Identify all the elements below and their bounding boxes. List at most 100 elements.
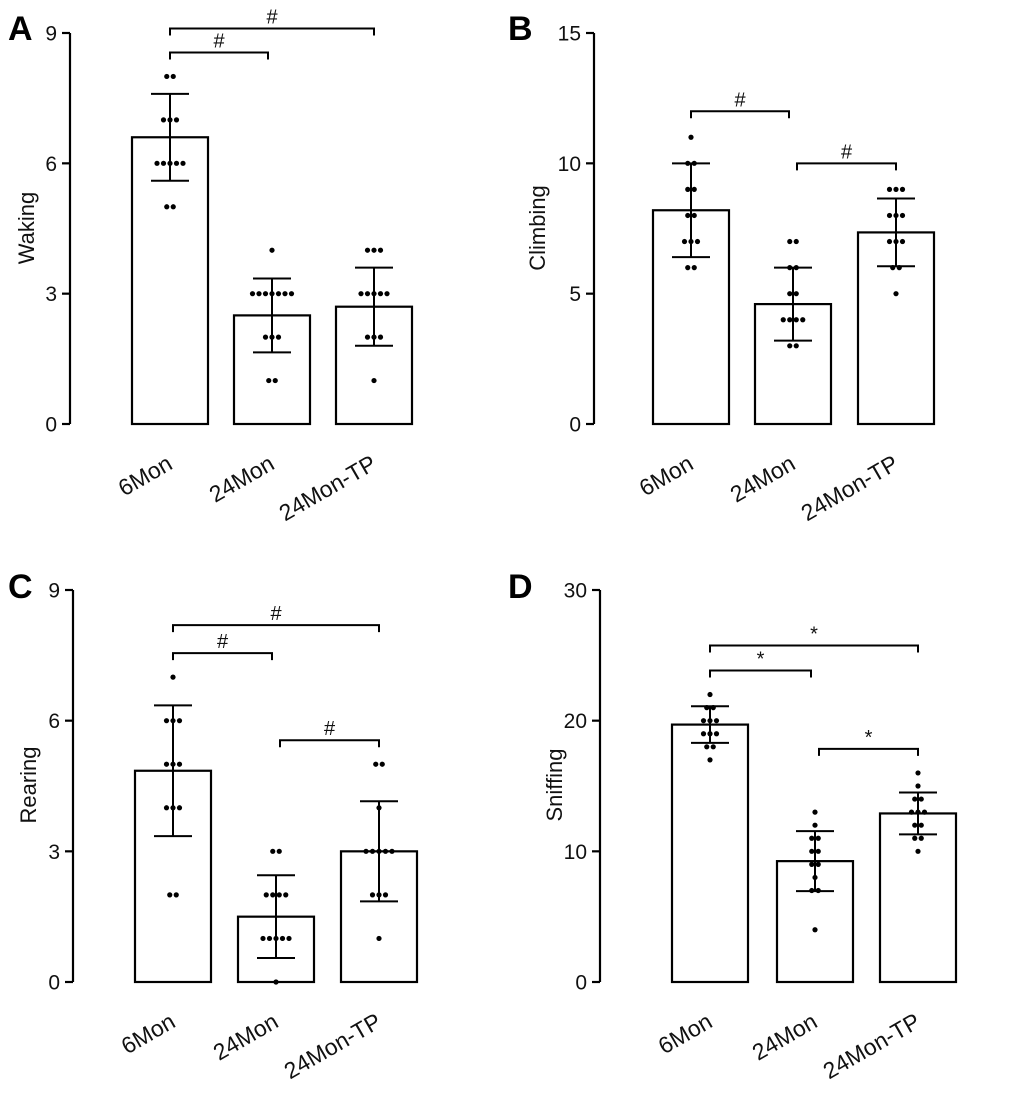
data-point: [389, 848, 395, 854]
x-tick-label: 6Mon: [654, 1008, 717, 1059]
y-tick-label: 0: [569, 414, 581, 437]
data-point: [893, 238, 899, 245]
data-point: [371, 334, 377, 340]
panel-letter-a: A: [8, 10, 33, 48]
significance-label: #: [324, 718, 336, 740]
data-point: [167, 117, 173, 123]
data-point: [704, 705, 710, 711]
data-point: [256, 291, 262, 297]
data-point: [899, 212, 906, 219]
significance-bracket: [709, 644, 919, 653]
y-axis-title: Rearing: [16, 746, 41, 823]
data-point: [170, 204, 176, 210]
x-tick-label: 24Mon-TP: [819, 1008, 925, 1084]
bar: [670, 723, 750, 984]
data-point: [918, 822, 924, 828]
data-point: [276, 848, 282, 854]
data-point: [681, 238, 688, 245]
data-point: [377, 247, 384, 253]
data-point: [269, 291, 275, 297]
data-point: [793, 238, 799, 245]
x-tick-label: 6Mon: [114, 450, 177, 501]
data-point: [273, 935, 279, 942]
y-tick-label: 3: [45, 283, 57, 306]
data-point: [921, 809, 928, 815]
data-point: [809, 887, 815, 894]
data-point: [704, 744, 710, 750]
data-point: [688, 238, 694, 245]
data-point: [163, 718, 170, 724]
data-point: [270, 848, 276, 854]
data-point: [812, 822, 818, 828]
data-point: [154, 160, 160, 166]
x-tick-label: 24Mon: [209, 1008, 283, 1066]
data-point: [812, 809, 818, 815]
data-point: [812, 874, 818, 881]
x-tick-label: 6Mon: [117, 1008, 180, 1059]
data-point: [710, 744, 716, 750]
data-point: [382, 892, 389, 898]
data-point: [283, 892, 289, 898]
significance-bracket: [169, 51, 269, 60]
data-point: [899, 186, 906, 192]
significance-bracket: [279, 739, 380, 748]
data-point: [160, 117, 167, 123]
y-axis-title: Sniffing: [542, 749, 567, 822]
data-point: [371, 291, 377, 297]
significance-label: #: [841, 141, 853, 163]
data-point: [912, 822, 918, 828]
data-point: [815, 887, 821, 894]
data-point: [812, 927, 818, 933]
data-point: [180, 160, 186, 166]
x-tick-label: 24Mon: [748, 1008, 822, 1066]
data-point: [710, 705, 716, 711]
data-point: [176, 718, 183, 724]
data-point: [912, 835, 918, 841]
data-point: [915, 848, 921, 854]
data-point: [377, 291, 384, 297]
data-point: [279, 935, 286, 942]
data-point: [364, 334, 371, 340]
x-tick-label: 24Mon-TP: [275, 450, 381, 526]
data-point: [376, 935, 382, 942]
y-tick-label: 3: [48, 841, 60, 864]
bar: [878, 812, 958, 984]
panel-letter-d: D: [508, 568, 533, 606]
panel-letter-c: C: [8, 568, 33, 606]
data-point: [160, 160, 167, 166]
data-point: [176, 805, 183, 811]
data-point: [691, 265, 697, 271]
data-point: [915, 809, 921, 815]
data-point: [707, 718, 713, 724]
data-point: [688, 134, 694, 140]
data-point: [376, 848, 382, 854]
data-point: [691, 212, 697, 219]
data-point: [163, 761, 170, 767]
data-point: [260, 935, 266, 942]
data-point: [170, 73, 176, 80]
data-point: [915, 783, 921, 789]
significance-bracket: [690, 110, 790, 119]
data-point: [896, 265, 902, 271]
data-point: [787, 317, 793, 323]
panel-letter-b: B: [508, 10, 533, 48]
significance-bracket: [172, 624, 380, 633]
data-point: [918, 835, 924, 841]
data-point: [275, 291, 282, 297]
significance-label: #: [270, 603, 282, 625]
data-point: [358, 291, 364, 297]
data-point: [269, 334, 275, 340]
data-point: [163, 805, 170, 811]
data-point: [886, 186, 893, 192]
data-point: [890, 265, 896, 271]
data-point: [685, 160, 691, 166]
x-tick-label: 6Mon: [635, 450, 698, 501]
data-point: [176, 761, 183, 767]
data-point: [270, 892, 276, 898]
data-point: [263, 892, 269, 898]
data-point: [273, 979, 279, 985]
data-point: [262, 334, 269, 340]
data-point: [685, 265, 691, 271]
